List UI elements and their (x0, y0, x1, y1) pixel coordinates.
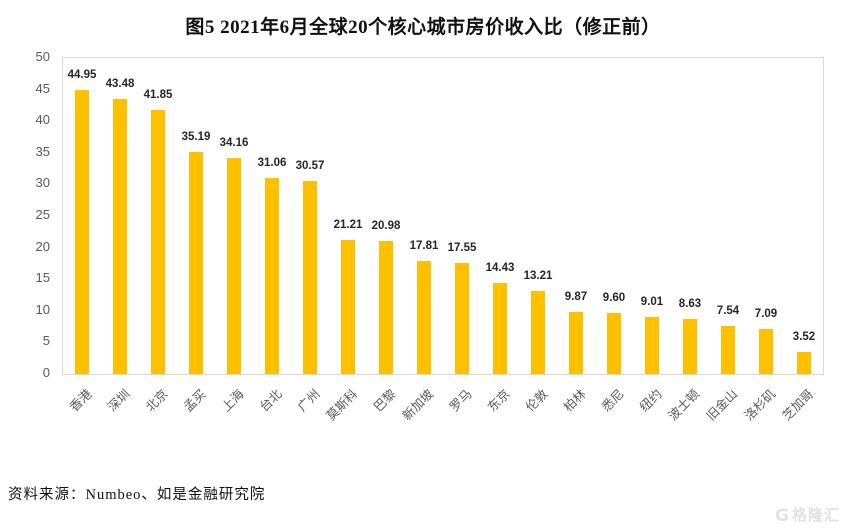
value-label: 20.98 (371, 220, 401, 233)
value-label: 17.55 (447, 242, 477, 255)
bar (379, 241, 393, 374)
category-label: 芝加哥 (780, 386, 817, 424)
value-label: 9.01 (640, 296, 664, 309)
bar-slot: 13.21 伦敦 (519, 58, 557, 415)
value-label: 9.87 (564, 290, 588, 303)
bar (607, 313, 621, 374)
y-tick-label: 40 (35, 112, 50, 128)
bar (151, 109, 165, 374)
bar (569, 311, 583, 374)
category-label: 孟买 (181, 386, 209, 415)
value-label: 7.54 (716, 305, 740, 318)
value-label: 8.63 (678, 298, 702, 311)
source-note: 资料来源：Numbeo、如是金融研究院 (8, 487, 266, 503)
bar (455, 263, 469, 374)
value-label: 35.19 (181, 130, 211, 143)
bar (531, 290, 545, 374)
bar-slot: 41.85 北京 (139, 58, 177, 415)
value-label: 31.06 (257, 156, 287, 169)
chart-title: 图5 2021年6月全球20个核心城市房价收入比（修正前） (185, 17, 661, 38)
category-label: 莫斯科 (324, 386, 361, 424)
category-label: 柏林 (561, 386, 589, 415)
y-tick-label: 0 (42, 365, 50, 380)
bar-slot: 43.48 深圳 (101, 58, 139, 414)
bar-slot: 34.16 上海 (215, 58, 253, 414)
bar-slot: 8.63 波士顿 (666, 58, 709, 423)
y-tick-label: 50 (35, 49, 50, 64)
y-tick-label: 10 (35, 301, 50, 317)
bar (75, 89, 89, 374)
category-label: 悉尼 (599, 386, 627, 415)
bar (683, 319, 697, 374)
value-label: 17.81 (409, 240, 439, 253)
value-label: 30.57 (295, 159, 325, 172)
category-label: 上海 (219, 386, 247, 415)
bar-slot: 35.19 孟买 (177, 58, 215, 415)
y-tick-label: 35 (35, 143, 50, 159)
value-label: 21.21 (333, 218, 363, 231)
category-label: 东京 (485, 386, 513, 415)
bar (721, 326, 735, 374)
bar (417, 261, 431, 374)
bar-slot: 20.98 巴黎 (367, 58, 405, 414)
bar-slot: 7.54 旧金山 (704, 58, 747, 423)
bar-slot: 14.43 东京 (481, 58, 519, 415)
bar (759, 329, 773, 374)
value-label: 34.16 (219, 137, 249, 150)
y-tick-label: 45 (35, 80, 50, 96)
bar (303, 180, 317, 374)
y-tick-label: 25 (35, 207, 50, 222)
category-label: 洛杉矶 (742, 386, 779, 424)
value-label: 14.43 (485, 261, 515, 274)
y-axis: 0 5 10 15 20 25 30 35 40 45 50 (0, 50, 50, 380)
category-label: 旧金山 (704, 386, 741, 424)
plot-area: 44.95 香港 43.48 深圳 41.85 北京 35.19 孟买 34.16 上海 31.06… (62, 57, 824, 423)
watermark: G 格隆汇 (775, 508, 840, 525)
value-label: 3.52 (792, 330, 816, 343)
bar (189, 151, 203, 374)
bar (265, 177, 279, 374)
value-label: 41.85 (143, 88, 173, 101)
bar-slot: 3.52 芝加哥 (780, 58, 823, 423)
bar-slot: 30.57 广州 (291, 58, 329, 415)
category-label: 北京 (143, 386, 171, 415)
category-label: 深圳 (105, 386, 133, 415)
bar-slot: 17.55 罗马 (443, 58, 481, 414)
category-label: 巴黎 (371, 386, 399, 415)
bar (227, 158, 241, 374)
category-label: 纽约 (637, 386, 665, 415)
bar-slot: 9.87 柏林 (557, 58, 595, 415)
y-tick-label: 30 (35, 175, 50, 191)
watermark-label: 格隆汇 (791, 508, 840, 524)
bar (645, 317, 659, 374)
bar (797, 351, 811, 374)
bar (113, 99, 127, 374)
bar-slot: 7.09 洛杉矶 (742, 58, 785, 423)
category-label: 罗马 (447, 386, 475, 415)
value-label: 7.09 (754, 308, 778, 321)
bar-slot: 9.01 纽约 (633, 58, 671, 414)
watermark-logo-icon: G (775, 506, 789, 526)
y-tick-label: 20 (35, 238, 50, 254)
value-label: 44.95 (67, 68, 97, 81)
bar (341, 239, 355, 374)
bar-slot: 31.06 台北 (253, 58, 291, 415)
value-label: 13.21 (523, 269, 553, 282)
y-tick-label: 15 (35, 270, 50, 286)
category-label: 广州 (295, 386, 323, 415)
bar (493, 282, 507, 374)
category-label: 香港 (67, 386, 95, 415)
bar-slot: 44.95 香港 (63, 58, 101, 414)
category-label: 伦敦 (523, 386, 551, 415)
bar-slot: 21.21 莫斯科 (324, 58, 367, 423)
category-label: 新加坡 (400, 386, 437, 424)
bar-slot: 17.81 新加坡 (400, 58, 443, 423)
value-label: 43.48 (105, 78, 135, 91)
y-tick-label: 5 (42, 333, 50, 349)
bar-slot: 9.60 悉尼 (595, 58, 633, 414)
category-label: 台北 (257, 386, 285, 415)
value-label: 9.60 (602, 292, 626, 305)
category-label: 波士顿 (666, 386, 703, 424)
